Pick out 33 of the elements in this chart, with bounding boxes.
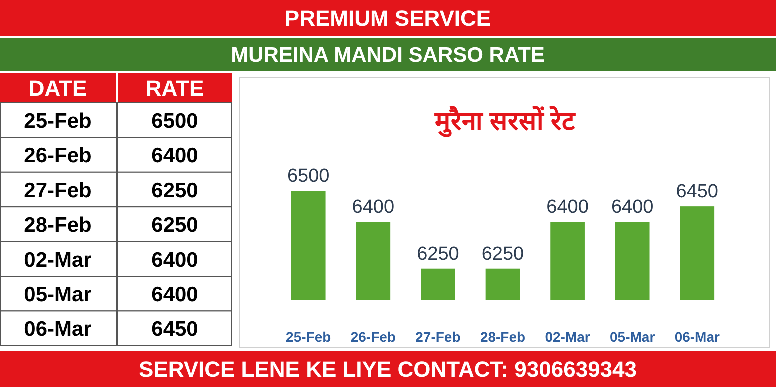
x-tick-label: 05-Mar: [610, 329, 656, 345]
text: MUREINA MANDI SARSO RATE: [231, 44, 545, 67]
x-tick-label: 26-Feb: [350, 329, 396, 345]
data-label: 6450: [152, 318, 198, 342]
data-label: 6400: [352, 197, 395, 218]
data-label: 6500: [287, 166, 330, 187]
category-label: 02-Mar: [24, 248, 92, 272]
category-label: 28-Feb: [24, 214, 92, 238]
x-tick-label: 25-Feb: [286, 329, 332, 345]
category-label: 25-Feb: [24, 110, 92, 133]
x-tick-label: 27-Feb: [416, 329, 461, 345]
data-label: 6250: [417, 244, 460, 265]
data-label: 6450: [676, 182, 719, 203]
chart-title: मुरैना सरसों रेट: [434, 106, 576, 138]
x-tick-label: 06-Mar: [674, 329, 720, 345]
data-label: 6250: [482, 244, 524, 265]
data-label: 6250: [152, 214, 198, 238]
x-tick-label: 28-Feb: [480, 329, 526, 345]
category-label: 26-Feb: [24, 144, 92, 168]
data-label: 6400: [152, 284, 198, 306]
text: DATE: [28, 76, 88, 101]
data-label: 6400: [611, 197, 654, 218]
data-label: 6500: [152, 110, 198, 133]
text: PREMIUM SERVICE: [284, 6, 492, 31]
data-label: 6400: [152, 248, 198, 272]
data-label: 6400: [152, 144, 198, 168]
category-label: 05-Mar: [24, 284, 92, 306]
data-label: 6250: [152, 179, 198, 202]
data-label: 6400: [546, 197, 589, 218]
category-label: 27-Feb: [24, 179, 92, 202]
x-tick-label: 02-Mar: [545, 329, 591, 345]
text: SERVICE LENE KE LIYE CONTACT: 9306639343: [138, 357, 638, 382]
text: RATE: [146, 76, 204, 101]
